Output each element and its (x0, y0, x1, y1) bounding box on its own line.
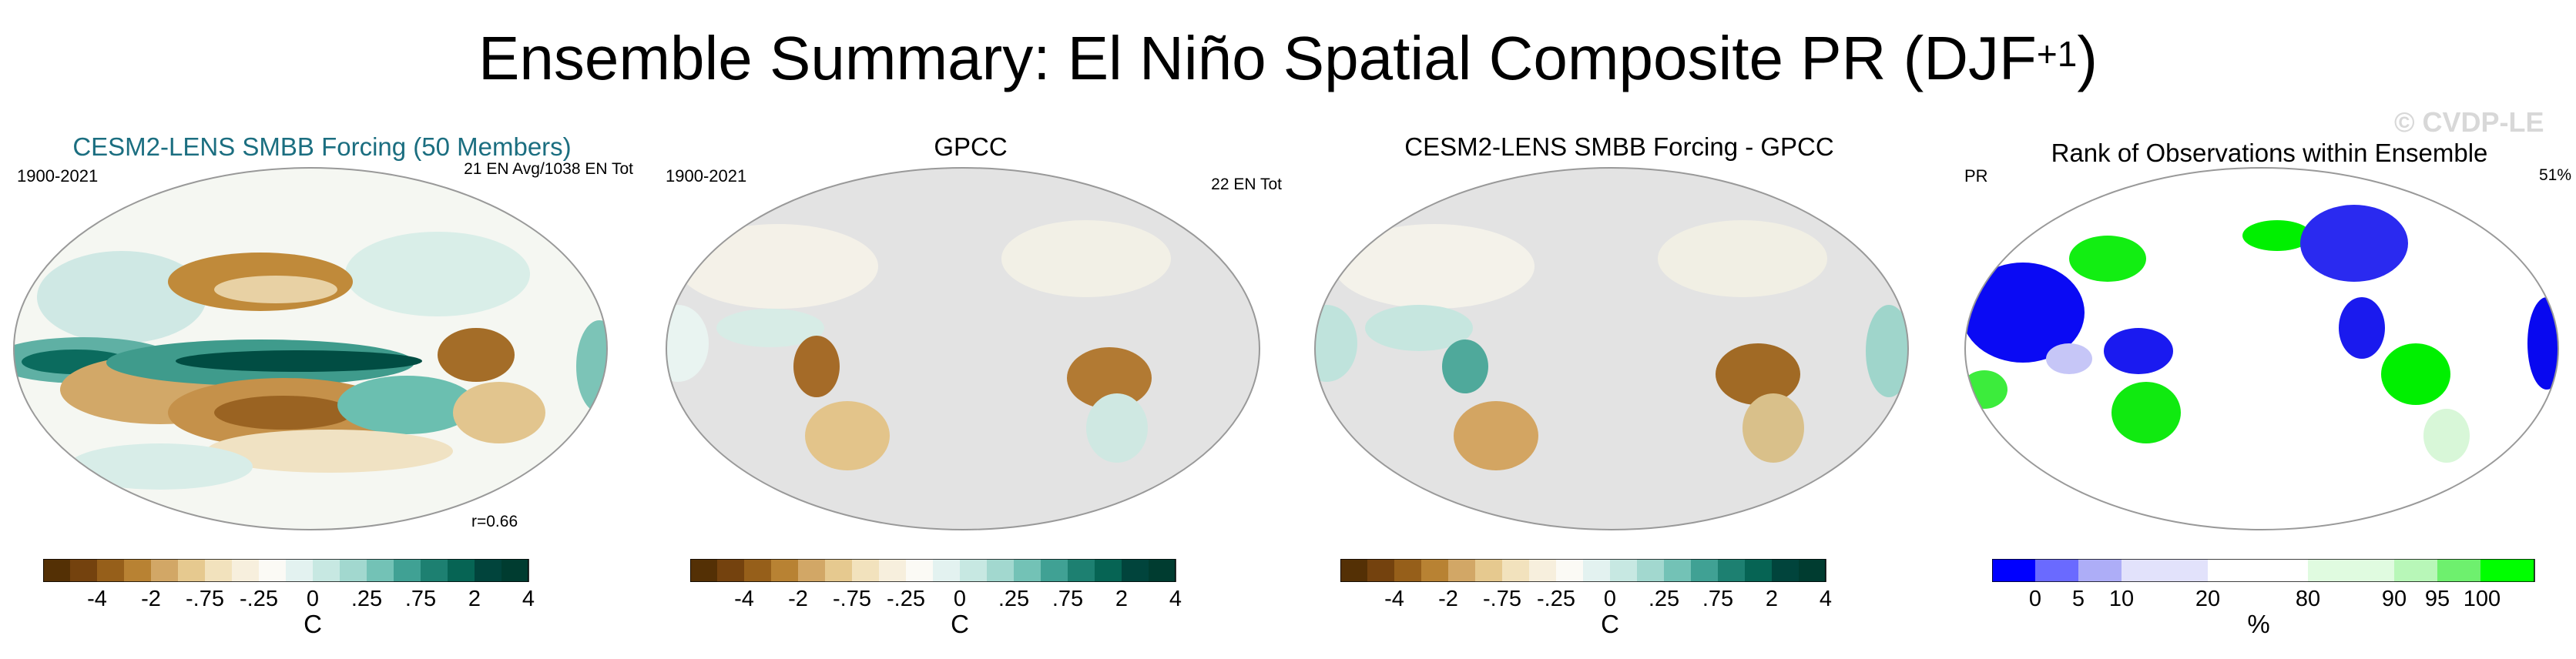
panel-title: GPCC (934, 132, 1008, 161)
panel-count-label: 21 EN Avg/1038 EN Tot (464, 160, 633, 178)
colorbar-tick: 2 (468, 587, 481, 611)
colorbar (690, 559, 1176, 582)
panel-title: Rank of Observations within Ensemble (2051, 139, 2488, 167)
colorbar-tick: -.25 (1537, 587, 1575, 611)
colorbar-tick: 4 (1819, 587, 1833, 611)
colorbar-tick: 2 (1115, 587, 1129, 611)
colorbar-tick: .25 (351, 587, 383, 611)
colorbar-tick: -2 (788, 587, 808, 611)
colorbar-tick: 5 (2071, 587, 2085, 611)
colorbar (1340, 559, 1826, 582)
colorbar-tick: .75 (1702, 587, 1734, 611)
colorbar-tick: 100 (2463, 587, 2501, 611)
correlation-label: r=0.66 (471, 513, 518, 530)
colorbar-units: C (1601, 610, 1619, 638)
colorbar-tick: .75 (1052, 587, 1084, 611)
panel-title: CESM2-LENS SMBB Forcing (50 Members) (72, 132, 572, 161)
colorbar (43, 559, 529, 582)
colorbar-tick: -2 (1438, 587, 1458, 611)
colorbar-tick: 2 (1765, 587, 1779, 611)
colorbar-tick: -.75 (186, 587, 224, 611)
colorbar-tick: 95 (2424, 587, 2450, 611)
panel-rank-of-observations: Rank of Observations within Ensemble PR … (1954, 129, 2576, 653)
colorbar-tick: 0 (2028, 587, 2042, 611)
colorbar-tick: -4 (734, 587, 754, 611)
colorbar-tick: .25 (998, 587, 1030, 611)
colorbar-tick: .25 (1648, 587, 1680, 611)
colorbar-tick: 10 (2108, 587, 2135, 611)
panel-ensemble-composite: CESM2-LENS SMBB Forcing (50 Members) 190… (6, 129, 638, 653)
colorbar-tick: -.75 (1483, 587, 1521, 611)
figure-title: Ensemble Summary: El Niño Spatial Compos… (478, 24, 2098, 92)
colorbar-units: % (2247, 610, 2270, 638)
colorbar-tick: 4 (1169, 587, 1182, 611)
colorbar-tick: 0 (306, 587, 320, 611)
panel-title: CESM2-LENS SMBB Forcing - GPCC (1404, 132, 1834, 161)
panel-ensemble-minus-gpcc: CESM2-LENS SMBB Forcing - GPCC -4 -2 -.7… (1303, 129, 1935, 653)
colorbar-tick: -.25 (240, 587, 278, 611)
world-map (1964, 167, 2559, 530)
panel-count-label: 22 EN Tot (1211, 176, 1282, 193)
colorbar-tick: 80 (2295, 587, 2321, 611)
colorbar-tick: .75 (404, 587, 437, 611)
panel-variable-label: PR (1964, 166, 1988, 186)
colorbar-tick: -2 (141, 587, 161, 611)
watermark: © CVDP-LE (2394, 106, 2544, 138)
colorbar-units: C (304, 610, 322, 638)
panel-percent-label: 51% (2538, 166, 2571, 184)
colorbar-tick: -4 (87, 587, 107, 611)
colorbar-tick: 20 (2195, 587, 2221, 611)
colorbar-tick: 90 (2381, 587, 2407, 611)
colorbar-units: C (951, 610, 969, 638)
panel-period-label: 1900-2021 (17, 166, 99, 186)
colorbar-tick: -.25 (887, 587, 925, 611)
colorbar-tick: 0 (1603, 587, 1617, 611)
world-map (13, 167, 608, 530)
colorbar (1992, 559, 2535, 582)
world-map (666, 167, 1260, 530)
panel-period-label: 1900-2021 (666, 166, 747, 186)
panel-gpcc: GPCC 1900-2021 22 EN Tot -4 -2 -.75 -.25… (655, 129, 1286, 653)
colorbar-tick: -4 (1384, 587, 1404, 611)
colorbar-tick: -.75 (833, 587, 871, 611)
colorbar-tick: 4 (522, 587, 535, 611)
colorbar-tick: 0 (953, 587, 967, 611)
world-map (1314, 167, 1909, 530)
